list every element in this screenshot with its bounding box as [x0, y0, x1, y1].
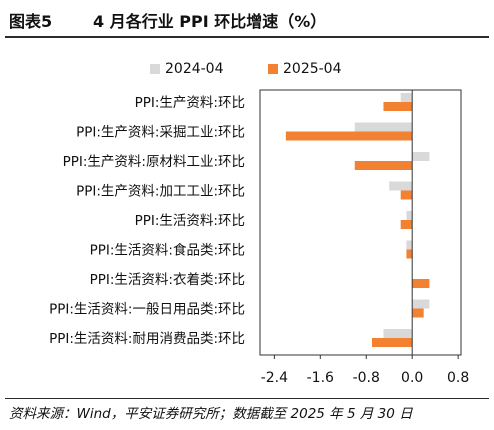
legend-swatch-2024-04: [150, 64, 160, 74]
legend-label-2025-04: 2025-04: [283, 61, 342, 77]
bar-2024-04: [406, 211, 413, 220]
category-label: PPI:生活资料:一般日用品类:环比: [49, 302, 245, 318]
bar-2025-04: [354, 161, 413, 170]
category-label: PPI:生活资料:环比: [135, 213, 245, 229]
x-tick-label: 0.0: [401, 370, 423, 386]
category-label: PPI:生活资料:耐用消费品类:环比: [49, 331, 245, 347]
category-label: PPI:生产资料:环比: [135, 95, 245, 111]
bar-2025-04: [406, 249, 413, 259]
category-label: PPI:生产资料:原材料工业:环比: [63, 154, 245, 170]
legend-label-2024-04: 2024-04: [165, 61, 224, 77]
legend: 2024-04 2025-04: [150, 61, 342, 77]
bar-2024-04: [383, 329, 413, 338]
figure-header: 图表5 4 月各行业 PPI 环比增速（%）: [0, 0, 494, 36]
x-tick-label: -1.6: [307, 370, 334, 386]
bar-2025-04: [285, 131, 413, 141]
figure-title: 4 月各行业 PPI 环比增速（%）: [93, 12, 327, 31]
plot-frame: [259, 89, 462, 356]
bar-2025-04: [400, 190, 413, 200]
figure-number: 图表5: [9, 12, 53, 31]
bar-2025-04: [400, 220, 413, 229]
x-tick-label: -2.4: [261, 370, 288, 386]
bar-2025-04: [371, 338, 413, 347]
bar-2024-04: [354, 122, 413, 132]
category-label: PPI:生活资料:食品类:环比: [90, 242, 245, 259]
header-divider: [5, 36, 489, 38]
footer-divider: [5, 398, 489, 399]
category-label: PPI:生产资料:加工工业:环比: [76, 184, 245, 200]
bar-2024-04: [412, 152, 430, 161]
bar-2025-04: [412, 308, 424, 318]
x-tick-label: -0.8: [353, 370, 380, 386]
bar-2024-04: [412, 299, 430, 309]
bar-2024-04: [400, 93, 413, 102]
source-note: 资料来源：Wind，平安证券研究所；数据截至 2025 年 5 月 30 日: [9, 406, 413, 422]
bars: [285, 93, 430, 347]
bar-2024-04: [406, 240, 413, 250]
bar-2024-04: [389, 181, 413, 191]
bar-chart: 2024-04 2025-04 PPI:生产资料:环比 PPI:生产资料:采掘工业:…: [49, 61, 469, 386]
bar-2025-04: [412, 279, 430, 288]
x-tick-label: 0.8: [447, 370, 469, 386]
bar-2025-04: [383, 102, 413, 111]
legend-swatch-2025-04: [268, 64, 278, 74]
x-axis-ticks: -2.4 -1.6 -0.8 0.0 0.8: [261, 355, 469, 386]
category-label: PPI:生产资料:采掘工业:环比: [76, 125, 245, 141]
category-label: PPI:生活资料:衣着类:环比: [90, 271, 245, 288]
category-labels: PPI:生产资料:环比 PPI:生产资料:采掘工业:环比 PPI:生产资料:原材料工…: [49, 95, 245, 347]
